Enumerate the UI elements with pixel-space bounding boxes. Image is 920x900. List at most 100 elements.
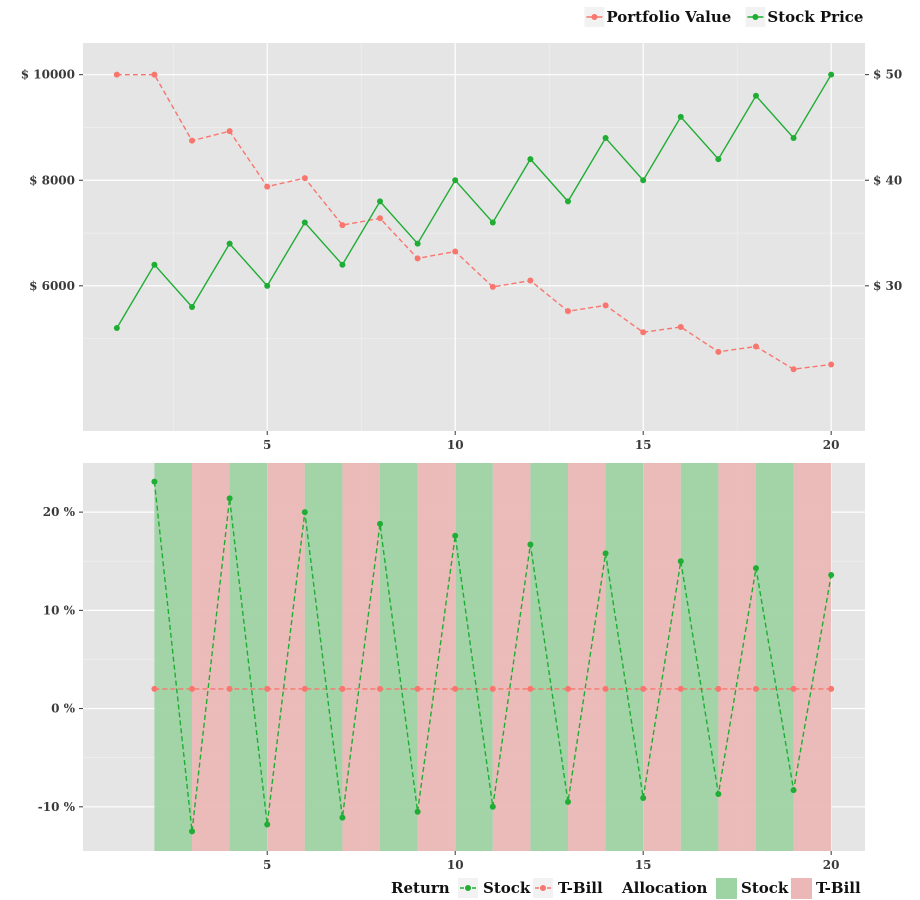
series-point-stock-price: [715, 156, 722, 163]
allocation-band-stock: [605, 463, 644, 851]
return-point-stock: [414, 808, 421, 815]
series-point-portfolio-value: [640, 329, 647, 336]
return-point-stock: [189, 828, 196, 835]
return-point-stock: [640, 794, 647, 801]
return-point-t-bill: [264, 685, 271, 692]
return-point-t-bill: [226, 685, 233, 692]
return-point-stock: [527, 541, 534, 548]
x-tick-label: 20: [823, 438, 840, 452]
series-point-portfolio-value: [189, 137, 196, 144]
series-point-portfolio-value: [414, 255, 421, 262]
return-point-t-bill: [790, 685, 797, 692]
allocation-band-stock: [380, 463, 418, 851]
return-point-t-bill: [414, 685, 421, 692]
series-point-stock-price: [489, 219, 496, 226]
series-point-stock-price: [151, 261, 158, 268]
y-tick-label: -10 %: [38, 800, 76, 814]
allocation-band-t-bill: [492, 463, 531, 851]
series-point-portfolio-value: [527, 277, 534, 284]
legend-key-fill: [791, 878, 812, 899]
allocation-band-t-bill: [567, 463, 606, 851]
series-point-stock-price: [677, 113, 684, 120]
series-line-portfolio-value: [116, 73, 832, 370]
allocation-band-t-bill: [417, 463, 456, 851]
return-point-t-bill: [339, 685, 346, 692]
x-tick-label: 20: [823, 858, 840, 872]
legend-label: Stock: [483, 879, 531, 897]
y-tick-label-right: $ 50: [873, 68, 902, 82]
series-point-stock-price: [189, 303, 196, 310]
return-point-t-bill: [301, 685, 308, 692]
series-point-portfolio-value: [377, 215, 384, 222]
return-point-stock: [264, 821, 271, 828]
x-tick-label: 10: [447, 438, 464, 452]
bottom-panel: -10 % 0 % 10 % 20 % 5 10 15 20: [38, 463, 865, 872]
series-point-stock-price: [377, 198, 384, 205]
allocation-band-t-bill: [643, 463, 681, 851]
series-point-stock-price: [264, 282, 271, 289]
return-point-t-bill: [828, 685, 835, 692]
return-point-stock: [752, 565, 759, 572]
return-point-t-bill: [677, 685, 684, 692]
series-point-stock-price: [339, 261, 346, 268]
series-point-stock-price: [828, 71, 835, 78]
top-panel: $ 6000 $ 8000 $ 10000 $ 30 $ 40 $ 50 5 10 15 20: [21, 43, 902, 452]
legend-label: Portfolio Value: [606, 8, 731, 26]
return-point-t-bill: [189, 685, 196, 692]
series-point-portfolio-value: [452, 248, 459, 255]
allocation-band-t-bill: [342, 463, 381, 851]
series-point-portfolio-value: [226, 128, 233, 135]
return-point-t-bill: [640, 685, 647, 692]
return-point-stock: [677, 558, 684, 565]
return-point-t-bill: [752, 685, 759, 692]
x-tick-label: 10: [447, 858, 464, 872]
return-point-stock: [564, 798, 571, 805]
allocation-band-t-bill: [718, 463, 756, 851]
series-point-stock-price: [752, 92, 759, 99]
legend-key-point: [591, 14, 598, 20]
series-point-portfolio-value: [264, 183, 271, 190]
series-point-stock-price: [414, 240, 421, 247]
allocation-band-stock: [530, 463, 568, 851]
y-tick-label: $ 6000: [29, 279, 75, 293]
series-point-portfolio-value: [715, 348, 722, 355]
allocation-band-stock: [680, 463, 719, 851]
allocation-band-t-bill: [267, 463, 305, 851]
y-tick-label: 10 %: [43, 603, 76, 617]
return-point-stock: [828, 571, 835, 578]
x-tick-label: 15: [635, 858, 652, 872]
series-point-portfolio-value: [301, 175, 308, 182]
series-point-portfolio-value: [113, 71, 120, 78]
series-point-stock-price: [640, 177, 647, 184]
top-legend: Portfolio Value Stock Price: [584, 7, 863, 27]
return-point-t-bill: [151, 685, 158, 692]
return-point-stock: [377, 520, 384, 527]
return-point-t-bill: [452, 685, 459, 692]
series-point-portfolio-value: [602, 302, 609, 309]
top-panel-background: [83, 43, 865, 431]
x-tick-label: 5: [263, 438, 271, 452]
allocation-band-stock: [455, 463, 493, 851]
series-point-stock-price: [602, 135, 609, 142]
y-tick-label: 0 %: [51, 702, 76, 716]
allocation-band-t-bill: [192, 463, 230, 851]
return-point-t-bill: [489, 685, 496, 692]
series-line-stock-price: [116, 74, 832, 329]
y-tick-label-right: $ 30: [873, 279, 902, 293]
legend-title-allocation: Allocation: [621, 879, 708, 897]
y-tick-label: 20 %: [43, 505, 76, 519]
return-point-stock: [602, 550, 609, 557]
legend-label: T-Bill: [816, 879, 861, 897]
series-point-portfolio-value: [828, 361, 835, 368]
y-tick-label: $ 8000: [29, 173, 75, 187]
allocation-band-stock: [229, 463, 268, 851]
series-point-portfolio-value: [489, 283, 496, 290]
legend-label: Stock Price: [767, 8, 863, 26]
series-point-stock-price: [301, 219, 308, 226]
series-point-stock-price: [527, 156, 534, 163]
return-point-t-bill: [377, 685, 384, 692]
series-point-portfolio-value: [677, 324, 684, 331]
return-point-t-bill: [602, 685, 609, 692]
return-point-t-bill: [564, 685, 571, 692]
